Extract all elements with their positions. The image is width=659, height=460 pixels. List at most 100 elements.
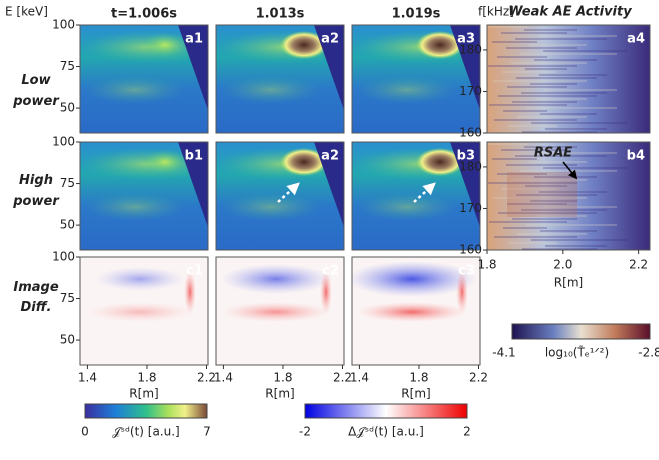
heatmap-panel: c2 [215,256,345,366]
heatmap [352,142,480,250]
colorbar [84,403,208,419]
y-tick-label: 50 [60,218,75,232]
row-label: Image Diff. [13,280,58,315]
x-tick-label: 1.4 [78,371,97,385]
colorbar [304,403,468,419]
panel-label: a3 [457,32,475,47]
empty-region [178,142,208,227]
heat-band [357,76,457,104]
empty-region [314,25,344,110]
panel-frame [351,141,481,251]
colorbar-max: 2 [463,425,471,439]
y-tick-label: 75 [60,291,75,305]
x-tick-label: 2.2 [629,258,648,272]
heat-band [221,76,321,104]
panel-label: a2 [321,149,339,164]
colorbar [511,323,651,340]
heatmap-panel: a2 [215,141,345,251]
arrow [277,182,300,203]
freq-label: f[kHz] [478,5,514,19]
y-tick-label: 100 [52,18,75,32]
y-tick-label: 100 [52,250,75,264]
energy-label: E [keV] [5,5,48,19]
y-tick-label: 170 [459,84,482,98]
hot-spot [416,148,464,176]
annotation-arrow [562,161,578,180]
heat-band [357,193,457,221]
heatmap-panel: a1 [79,24,209,134]
column-title: t=1.006s [111,7,177,22]
heatmap [80,142,208,250]
panel-frame [79,256,209,366]
y-tick-label: 170 [459,201,482,215]
panel-frame [215,141,345,251]
hot-spot [280,148,328,176]
heatmap [216,142,344,250]
x-tick-label: 1.8 [273,371,292,385]
panel-label: c1 [186,264,203,279]
panel-frame [79,24,209,134]
colorbar-label: 𝒥ˢᵈ(t) [a.u.] [112,425,179,439]
diff-pos [221,302,331,322]
empty-region [450,25,480,110]
y-tick-label: 75 [60,59,75,73]
x-axis-label: R[m] [265,387,294,401]
y-tick-label: 160 [459,243,482,257]
x-axis-label: R[m] [129,387,158,401]
heatmap [352,257,480,365]
heatmap-panel: a3 [351,24,481,134]
heatmap-panel: a2 [215,24,345,134]
diff-neg [221,264,331,294]
spectrogram-panel: b4 [486,141,651,251]
row-label: Low power [12,73,60,109]
colorbar-min: -4.1 [492,346,515,360]
x-tick-label: 1.8 [477,258,496,272]
x-axis-label: R[m] [554,276,583,290]
empty-region [178,25,208,110]
x-tick-label: 1.4 [350,371,369,385]
colorbar-label: log₁₀(T̃ₑ¹ᐟ²) [545,345,609,359]
panel-label: b1 [185,149,203,164]
panel-label: a1 [185,32,203,47]
y-tick-label: 75 [60,176,75,190]
heatmap [352,25,480,133]
heatmap [216,25,344,133]
hot-spot [280,31,328,59]
y-tick-label: 180 [459,159,482,173]
x-tick-label: 2.2 [469,371,488,385]
panel-label: c3 [458,264,475,279]
heatmap [216,257,344,365]
colorbar-min: 0 [81,425,89,439]
heatmap-panel: c3 [351,256,481,366]
heatmap-panel: c1 [79,256,209,366]
diff-neg [95,267,185,291]
panel-frame [351,256,481,366]
heatmap-panel: b1 [79,141,209,251]
panel-label: a2 [321,32,339,47]
heat-band [85,76,185,104]
colorbar-max: -2.8 [638,346,659,360]
heatmap [80,25,208,133]
heat-band [221,193,321,221]
panel-frame [79,141,209,251]
diff-pos [357,302,467,322]
hot-spot [143,33,187,57]
diff-pos [320,270,332,314]
column-title: 1.019s [392,7,441,22]
x-axis-label: R[m] [401,387,430,401]
x-tick-label: 2.2 [333,371,352,385]
heatmap-panel: b3 [351,141,481,251]
annotation: RSAE [534,146,572,161]
hot-spot [143,150,187,174]
y-tick-label: 100 [52,135,75,149]
diff-pos [85,302,195,322]
hot-spot [416,31,464,59]
heat-band [85,193,185,221]
colorbar-label: Δ𝒥ˢᵈ(t) [a.u.] [348,425,424,439]
colorbar-max: 7 [203,425,211,439]
heatmap [80,257,208,365]
panel-label: c2 [322,264,339,279]
diff-neg [352,261,477,297]
x-tick-label: 2.0 [553,258,572,272]
y-tick-label: 180 [459,42,482,56]
